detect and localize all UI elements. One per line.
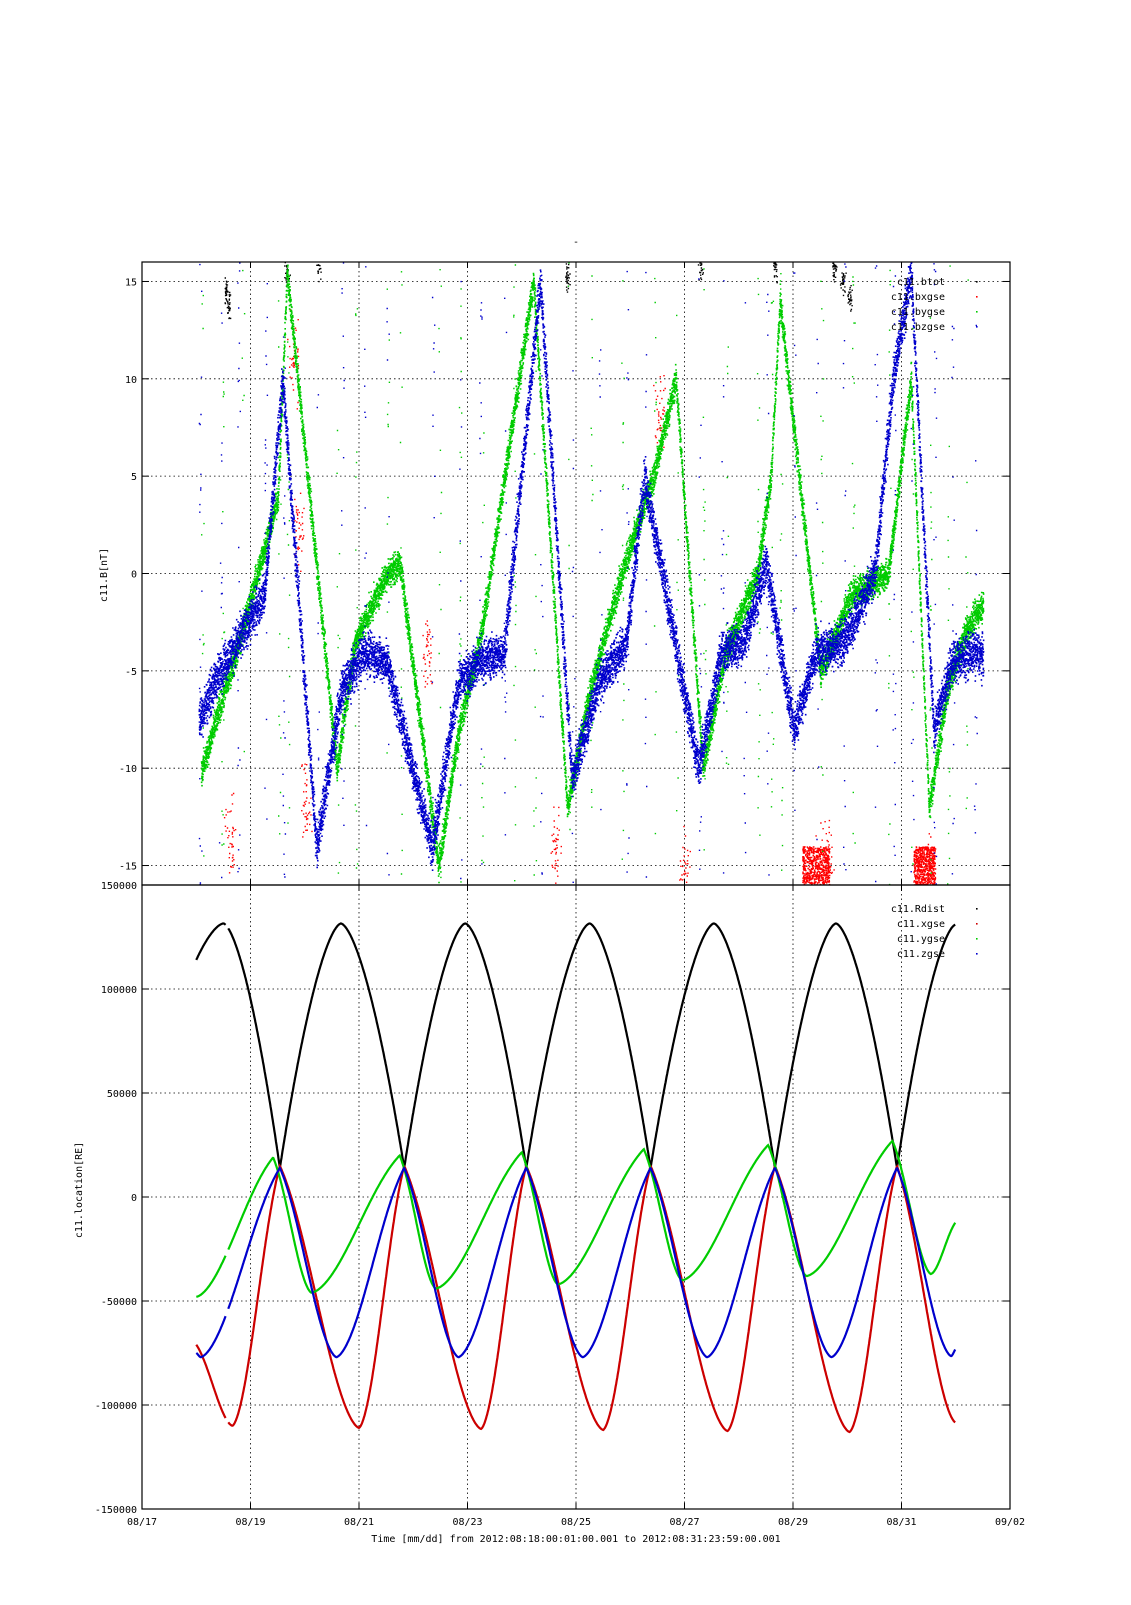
top-y-tick-label: -10 bbox=[119, 764, 137, 775]
x-tick-label: 08/23 bbox=[452, 1517, 482, 1528]
bottom-legend-label: c11.zgse bbox=[897, 949, 945, 960]
x-tick-label: 08/21 bbox=[344, 1517, 374, 1528]
x-tick-label: 08/25 bbox=[561, 1517, 591, 1528]
bottom-y-tick-label: 100000 bbox=[101, 985, 137, 996]
x-tick-label: 09/02 bbox=[995, 1517, 1025, 1528]
bottom-legend-label: c11.ygse bbox=[897, 934, 945, 945]
series-c11-Rdist bbox=[195, 922, 227, 961]
bottom-legend-swatch bbox=[976, 908, 978, 910]
top-legend-swatch bbox=[976, 296, 978, 298]
series-c11-ygse bbox=[196, 1255, 227, 1298]
x-tick-label: 08/29 bbox=[778, 1517, 808, 1528]
top-legend-label: c11.btot bbox=[897, 277, 945, 288]
series-c11-bzgse-points bbox=[198, 262, 985, 885]
bottom-y-tick-label: -50000 bbox=[101, 1297, 137, 1308]
top-y-tick-label: -15 bbox=[119, 862, 137, 873]
top-y-tick-label: 5 bbox=[131, 472, 137, 483]
bottom-y-tick-label: 50000 bbox=[107, 1089, 137, 1100]
top-legend: c11.btot c11.bxgse c11.bygse c11.bzgse bbox=[891, 277, 978, 333]
x-tick-label: 08/19 bbox=[235, 1517, 265, 1528]
top-y-tick-label: 0 bbox=[131, 570, 137, 581]
bottom-y-axis-label: c11.location[RE] bbox=[74, 1142, 85, 1238]
series-c11-bzgse bbox=[198, 262, 985, 885]
series-c11-xgse bbox=[227, 1163, 956, 1434]
top-legend-label: c11.bygse bbox=[891, 307, 945, 318]
bottom-legend-label: c11.xgse bbox=[897, 919, 945, 930]
series-c11-xgse bbox=[195, 1344, 227, 1419]
top-y-tick-label: -5 bbox=[125, 667, 137, 678]
series-c11-zgse bbox=[227, 1165, 957, 1359]
bottom-legend-label: c11.Rdist bbox=[891, 904, 945, 915]
top-panel-title: - bbox=[573, 237, 579, 248]
bottom-legend-swatch bbox=[976, 923, 978, 925]
bottom-y-tick-label: -150000 bbox=[95, 1505, 137, 1516]
x-axis-label: Time [mm/dd] from 2012:08:18:00:01:00.00… bbox=[371, 1534, 780, 1545]
top-legend-swatch bbox=[976, 326, 978, 328]
top-legend-label: c11.bxgse bbox=[891, 292, 945, 303]
x-tick-label: 08/17 bbox=[127, 1517, 157, 1528]
top-legend-label: c11.bzgse bbox=[891, 322, 945, 333]
location-panel: 150000 100000 50000 0 -50000 -100000 -150000 c… bbox=[74, 881, 1011, 1516]
top-y-tick-label: 15 bbox=[125, 277, 137, 288]
top-legend-swatch bbox=[976, 281, 978, 283]
top-y-axis-label: c11.B[nT] bbox=[99, 548, 110, 602]
bottom-legend-swatch bbox=[976, 953, 978, 955]
bottom-y-tick-label: -100000 bbox=[95, 1401, 137, 1412]
bottom-y-tick-label: 150000 bbox=[101, 881, 137, 892]
top-y-tick-label: 10 bbox=[125, 375, 137, 386]
series-c11-ygse bbox=[227, 1139, 957, 1294]
series-c11-Rdist bbox=[227, 922, 956, 1170]
bottom-legend-swatch bbox=[976, 938, 978, 940]
top-legend-swatch bbox=[976, 311, 978, 313]
x-tick-label: 08/31 bbox=[886, 1517, 916, 1528]
bottom-y-tick-label: 0 bbox=[131, 1193, 137, 1204]
x-tick-label: 08/27 bbox=[669, 1517, 699, 1528]
series-c11-zgse bbox=[195, 1315, 227, 1359]
bottom-legend: c11.Rdist c11.xgse c11.ygse c11.zgse bbox=[891, 904, 978, 960]
